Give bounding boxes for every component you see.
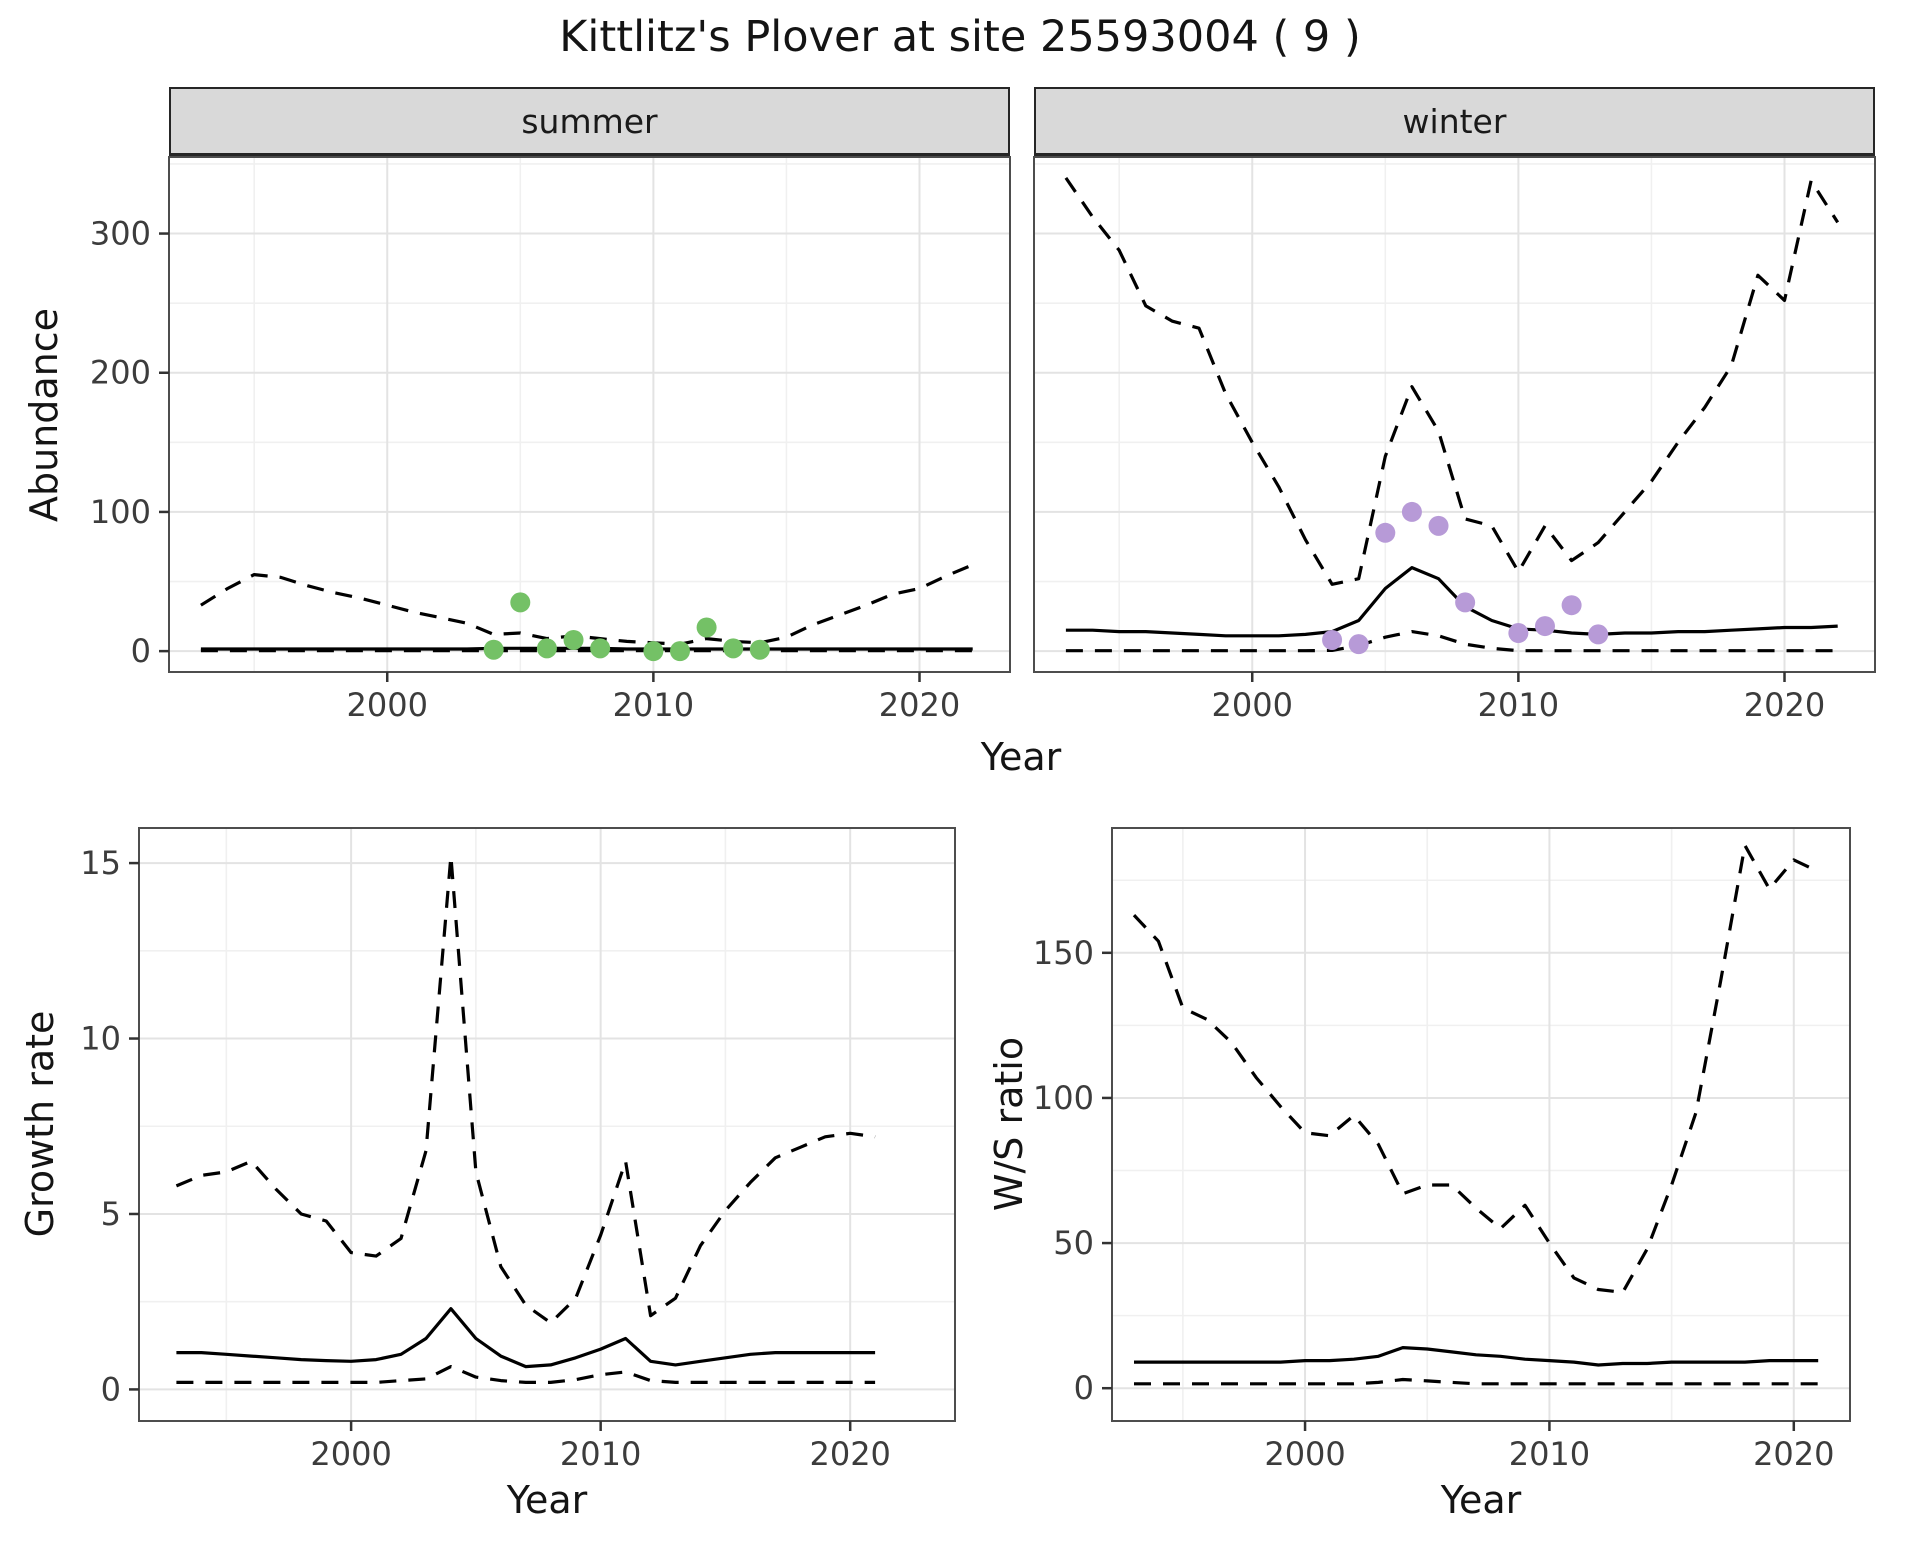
upper-ci-line <box>1064 176 1840 586</box>
y-tick-label: 5 <box>101 1195 121 1233</box>
winter-observation-point <box>1401 501 1422 522</box>
y-tick-label: 0 <box>1074 1369 1094 1407</box>
growth-rate-x-axis-title: Year <box>506 1478 588 1522</box>
summer-observation-point <box>536 638 557 659</box>
panel-background <box>139 828 955 1421</box>
abundance-x-axis-title: Year <box>980 735 1062 779</box>
x-tick-label: 2010 <box>1478 686 1559 724</box>
median-line <box>176 1307 876 1369</box>
summer-observation-point <box>590 638 611 659</box>
winter-observation-point <box>1508 623 1529 644</box>
x-tick-label: 2000 <box>1212 686 1293 724</box>
x-tick-label: 2010 <box>560 1435 641 1473</box>
summer-observation-point <box>696 617 717 638</box>
winter-observation-point <box>1455 592 1476 613</box>
summer-observation-point <box>669 641 690 662</box>
figure-title: Kittlitz's Plover at site 25593004 ( 9 ) <box>559 12 1361 62</box>
series-group <box>200 563 974 662</box>
ws-ratio-x-axis-title: Year <box>1440 1478 1522 1522</box>
y-tick-label: 200 <box>90 354 151 392</box>
y-tick-label: 10 <box>80 1020 121 1058</box>
x-tick-label: 2010 <box>1509 1435 1590 1473</box>
x-tick-label: 2000 <box>310 1435 391 1473</box>
panel-background <box>1034 157 1875 672</box>
facet-strip-summer: summer <box>169 87 1010 157</box>
panel-border <box>1033 156 1876 673</box>
winter-observation-point <box>1561 595 1582 616</box>
y-tick-label: 15 <box>80 844 121 882</box>
winter-observation-point <box>1534 616 1555 637</box>
y-tick-label: 300 <box>90 215 151 253</box>
summer-observation-point <box>510 592 531 613</box>
winter-observation-point <box>1588 624 1609 645</box>
y-tick-label: 50 <box>1053 1224 1094 1262</box>
x-tick-label: 2020 <box>1744 686 1825 724</box>
summer-observation-point <box>483 639 504 660</box>
lower-ci-line <box>176 1365 876 1384</box>
winter-observation-point <box>1428 515 1449 536</box>
winter-observation-point <box>1322 629 1343 650</box>
facet-strip-winter: winter <box>1034 87 1875 157</box>
panel-border <box>168 156 1011 673</box>
panel-growth-rate: 2000 2010 2020 0 5 10 15 <box>80 827 956 1473</box>
panel-ws-ratio: 2000 2010 2020 0 50 100 150 <box>1033 827 1851 1473</box>
y-tick-label: 100 <box>90 493 151 531</box>
panel-abundance-winter: 2000 2010 2020 <box>1033 156 1876 724</box>
series-group <box>175 854 876 1384</box>
winter-observation-point <box>1375 522 1396 543</box>
summer-observation-point <box>749 639 770 660</box>
series-group <box>1064 176 1840 655</box>
median-line <box>200 646 973 651</box>
x-tick-label: 2020 <box>1753 1435 1834 1473</box>
x-tick-label: 2020 <box>809 1435 890 1473</box>
median-line <box>1065 566 1838 638</box>
y-tick-label: 150 <box>1033 934 1094 972</box>
panel-abundance-summer: 2000 2010 2020 0 100 200 300 <box>90 156 1011 724</box>
x-tick-label: 2000 <box>1264 1435 1345 1473</box>
summer-observation-point <box>563 629 584 650</box>
y-tick-label: 100 <box>1033 1079 1094 1117</box>
summer-observation-point <box>643 641 664 662</box>
panel-background <box>1112 828 1850 1421</box>
summer-observation-point <box>723 638 744 659</box>
y-tick-label: 0 <box>131 632 151 670</box>
facet-strip-winter-label: winter <box>1402 101 1507 141</box>
panel-border <box>138 827 956 1422</box>
facet-strip-summer-label: summer <box>521 101 658 141</box>
x-tick-label: 2000 <box>347 686 428 724</box>
winter-observation-point <box>1348 634 1369 655</box>
series-group <box>1132 843 1819 1386</box>
upper-ci-line <box>1132 843 1819 1294</box>
median-line <box>1134 1346 1819 1367</box>
y-tick-label: 0 <box>101 1370 121 1408</box>
x-tick-label: 2010 <box>613 686 694 724</box>
x-tick-label: 2020 <box>879 686 960 724</box>
panel-border <box>1111 827 1851 1422</box>
lower-ci-line <box>1065 630 1838 653</box>
